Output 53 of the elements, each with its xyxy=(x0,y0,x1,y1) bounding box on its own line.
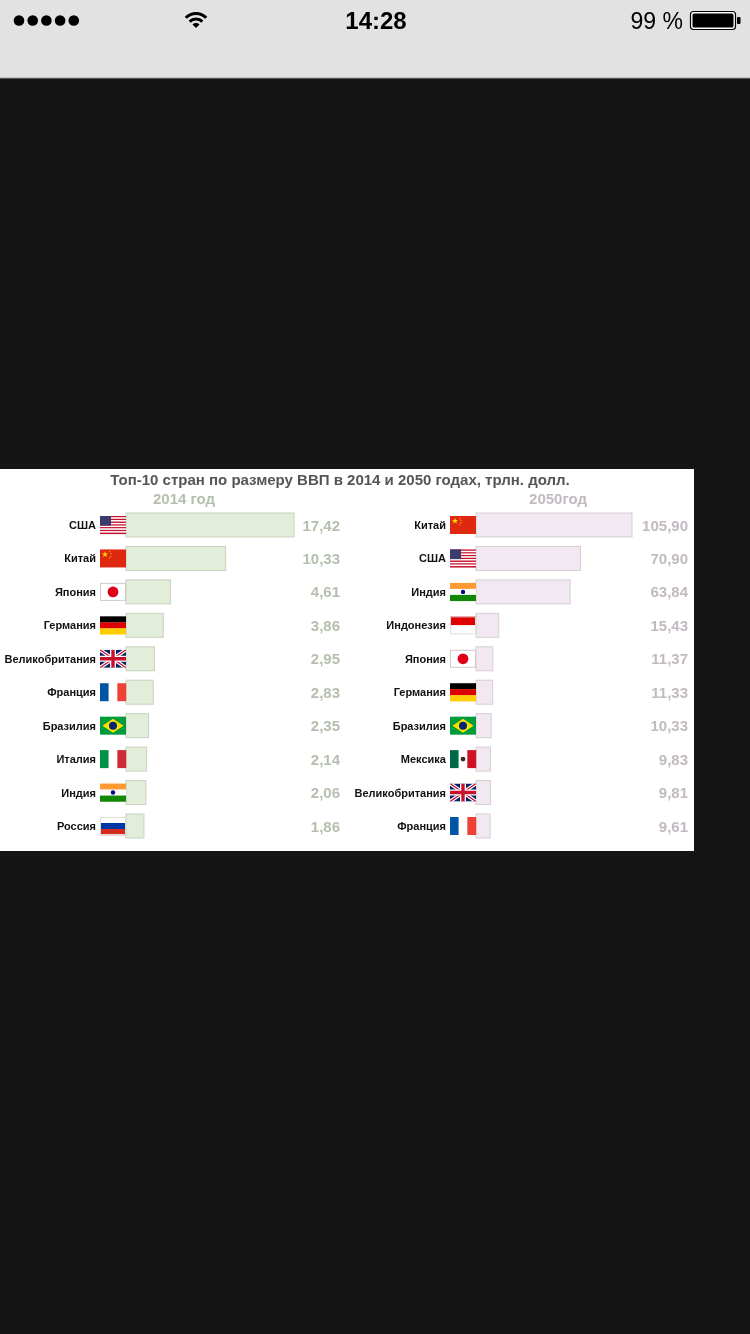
bar xyxy=(475,679,494,705)
bar xyxy=(125,813,145,839)
bar xyxy=(475,612,500,638)
bar xyxy=(125,780,147,806)
data-label: 9,83 xyxy=(658,750,688,768)
y-tick-label: Китай xyxy=(414,519,446,531)
y-tick-label: Япония xyxy=(404,652,446,665)
y-tick-label: Германия xyxy=(43,619,96,632)
data-label: 9,81 xyxy=(658,784,688,802)
y-tick-label: Индия xyxy=(411,585,446,598)
y-tick-label: Индонезия xyxy=(386,619,446,632)
bar xyxy=(475,545,581,571)
data-label: 11,37 xyxy=(651,650,688,668)
data-label: 17,42 xyxy=(302,516,340,534)
data-label: 70,90 xyxy=(650,549,688,567)
y-tick-label: Германия xyxy=(393,686,446,699)
data-label: 10,33 xyxy=(650,717,688,735)
data-label: 1,86 xyxy=(310,817,340,835)
data-label: 105,90 xyxy=(642,516,688,534)
y-tick-label: США xyxy=(419,552,447,565)
bar xyxy=(125,612,164,638)
data-label: 2,83 xyxy=(310,683,340,701)
data-label: 2,35 xyxy=(310,717,340,735)
text: Топ-10 стран по размеру ВВП в 2014 и 2050 годах, трлн. долл. xyxy=(110,471,570,488)
y-tick-label: Франция xyxy=(47,686,96,699)
data-label: 2,95 xyxy=(310,650,340,668)
y-tick-label: Бразилия xyxy=(42,719,96,732)
y-tick-label: Россия xyxy=(56,820,96,832)
y-tick-label: Италия xyxy=(56,753,96,766)
y-tick-label: Великобритания xyxy=(354,786,446,799)
data-label: 4,61 xyxy=(310,583,340,601)
y-tick-label: Индия xyxy=(61,786,96,799)
data-label: 63,84 xyxy=(650,583,689,601)
y-tick-label: Мексика xyxy=(400,753,447,766)
y-tick-label: Бразилия xyxy=(392,719,446,732)
y-tick-label: Великобритания xyxy=(4,652,96,665)
chart-subtitle: 2014 год xyxy=(152,490,216,507)
data-label: 10,33 xyxy=(302,549,340,567)
bar xyxy=(125,512,295,538)
y-tick-label: США xyxy=(69,519,97,531)
data-label: 15,43 xyxy=(650,616,688,634)
y-tick-label: Япония xyxy=(54,585,96,598)
data-label: 3,86 xyxy=(310,616,340,634)
data-label: 2,06 xyxy=(310,784,340,802)
y-tick-label: Франция xyxy=(397,820,446,832)
y-tick-label: Китай xyxy=(64,552,96,565)
chart-subtitle: 2050год xyxy=(529,490,588,507)
bar xyxy=(475,579,571,605)
data-label: 2,14 xyxy=(310,750,341,768)
text: 14:28 xyxy=(345,7,407,34)
data-label: 11,33 xyxy=(651,683,688,701)
text: 99 % xyxy=(630,8,683,34)
data-label: 9,61 xyxy=(658,817,688,835)
